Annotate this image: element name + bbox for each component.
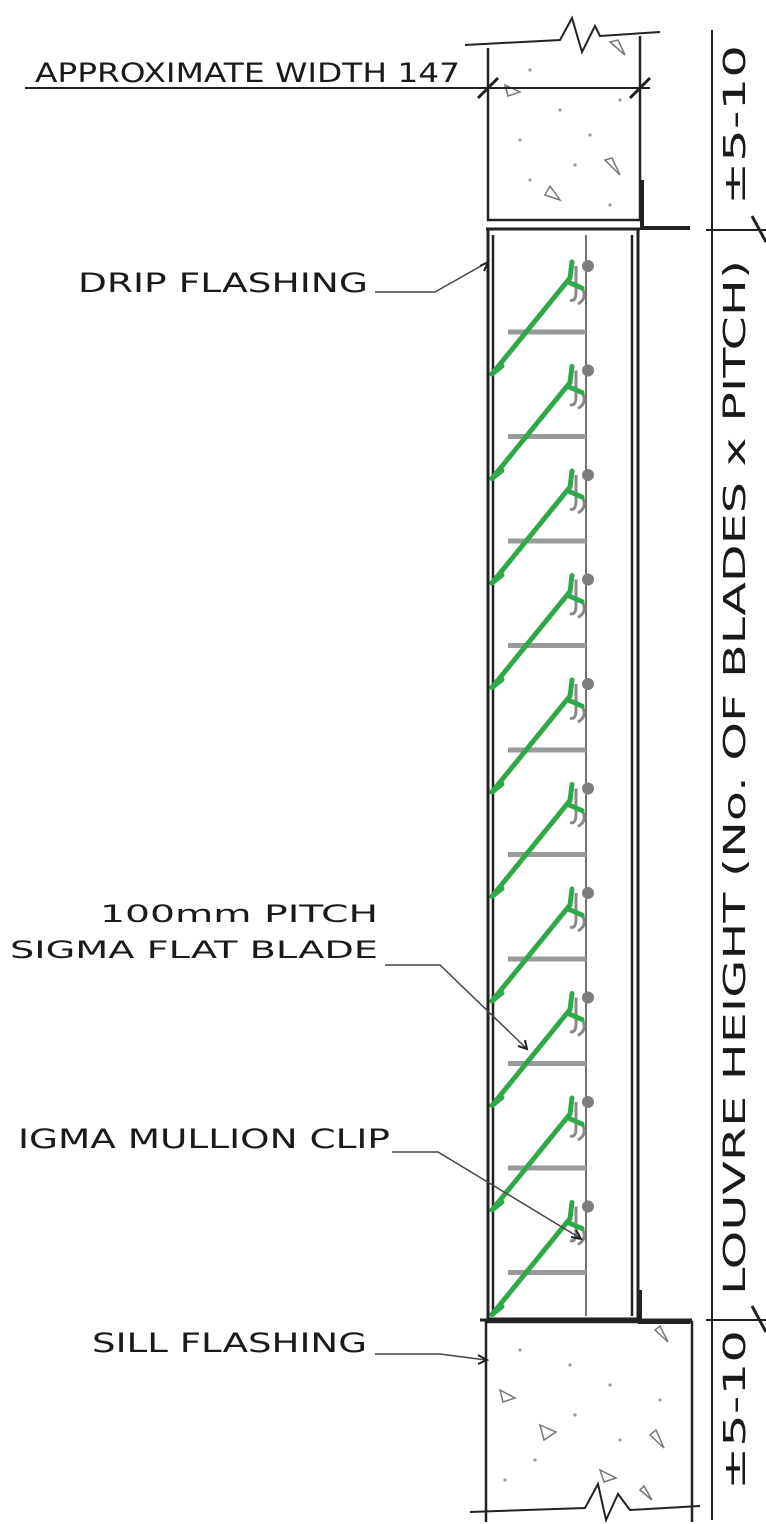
blade-label: SIGMA FLAT BLADE <box>10 936 378 964</box>
width-dimension: APPROXIMATE WIDTH 147 <box>25 58 652 100</box>
tolerance-bottom-label: ±5-10 <box>718 1330 753 1490</box>
louvre-blade <box>489 364 594 481</box>
louvre-blade <box>489 782 594 899</box>
louvre-blade <box>489 991 594 1108</box>
tolerance-top-label: ±5-10 <box>718 45 753 205</box>
approximate-width-label: APPROXIMATE WIDTH 147 <box>35 58 460 89</box>
louvre-blade <box>489 1200 594 1317</box>
louvre-blade <box>489 573 594 690</box>
annotations: DRIP FLASHING 100mm PITCH SIGMA FLAT BLA… <box>10 259 583 1365</box>
louvre-blade <box>489 1095 594 1213</box>
louvre-blades <box>489 259 594 1317</box>
louvre-blade <box>489 259 594 377</box>
louvre-blade <box>489 468 594 586</box>
head-concrete <box>464 15 690 230</box>
louvre-blade <box>489 886 594 1004</box>
sill-concrete <box>469 1290 701 1524</box>
sill-flashing-label: SILL FLASHING <box>92 1328 367 1359</box>
pitch-label: 100mm PITCH <box>100 900 378 928</box>
drip-flashing-label: DRIP FLASHING <box>78 268 368 299</box>
louvre-blade <box>489 677 594 795</box>
mullion-clip-label: IGMA MULLION CLIP <box>18 1124 390 1155</box>
louvre-height-label: LOUVRE HEIGHT (No. OF BLADES x PITCH) <box>718 260 753 1295</box>
height-dimension: ±5-10 LOUVRE HEIGHT (No. OF BLADES x PIT… <box>706 30 766 1520</box>
